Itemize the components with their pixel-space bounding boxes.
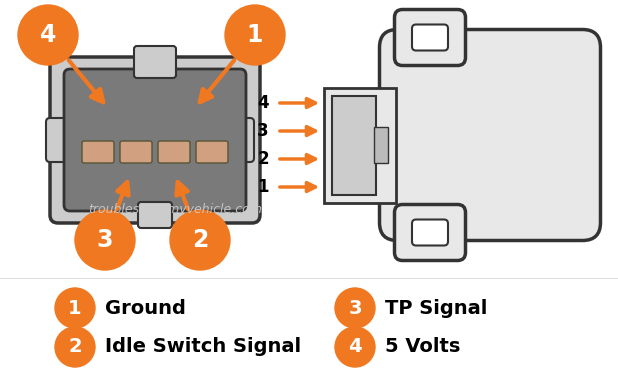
FancyBboxPatch shape bbox=[120, 141, 152, 163]
Text: 1: 1 bbox=[247, 23, 263, 47]
Text: 1: 1 bbox=[258, 178, 269, 196]
Circle shape bbox=[55, 327, 95, 367]
Bar bbox=[374, 127, 388, 163]
Circle shape bbox=[335, 327, 375, 367]
Text: 3: 3 bbox=[349, 298, 362, 318]
Text: 2: 2 bbox=[192, 228, 208, 252]
Circle shape bbox=[55, 288, 95, 328]
Text: 2: 2 bbox=[257, 150, 269, 168]
Circle shape bbox=[335, 288, 375, 328]
Text: troubleshootmyvehicle.com: troubleshootmyvehicle.com bbox=[88, 204, 262, 216]
FancyBboxPatch shape bbox=[324, 87, 396, 202]
FancyBboxPatch shape bbox=[82, 141, 114, 163]
Bar bbox=[332, 96, 376, 195]
Circle shape bbox=[170, 210, 230, 270]
Text: 4: 4 bbox=[257, 94, 269, 112]
Text: 4: 4 bbox=[348, 338, 362, 357]
FancyBboxPatch shape bbox=[412, 219, 448, 246]
Text: Idle Switch Signal: Idle Switch Signal bbox=[105, 338, 301, 357]
FancyBboxPatch shape bbox=[412, 24, 448, 51]
FancyBboxPatch shape bbox=[134, 46, 176, 78]
FancyBboxPatch shape bbox=[226, 118, 254, 162]
FancyBboxPatch shape bbox=[394, 9, 465, 66]
Text: 5 Volts: 5 Volts bbox=[385, 338, 460, 357]
FancyBboxPatch shape bbox=[158, 141, 190, 163]
Text: 3: 3 bbox=[97, 228, 113, 252]
Circle shape bbox=[75, 210, 135, 270]
FancyBboxPatch shape bbox=[138, 202, 172, 228]
Text: TP Signal: TP Signal bbox=[385, 298, 488, 318]
FancyBboxPatch shape bbox=[46, 118, 74, 162]
Text: 3: 3 bbox=[257, 122, 269, 140]
Circle shape bbox=[18, 5, 78, 65]
Text: Ground: Ground bbox=[105, 298, 186, 318]
FancyBboxPatch shape bbox=[379, 30, 601, 240]
Text: 1: 1 bbox=[68, 298, 82, 318]
FancyBboxPatch shape bbox=[196, 141, 228, 163]
FancyBboxPatch shape bbox=[50, 57, 260, 223]
Circle shape bbox=[225, 5, 285, 65]
FancyBboxPatch shape bbox=[0, 278, 618, 279]
Text: 4: 4 bbox=[40, 23, 56, 47]
FancyBboxPatch shape bbox=[394, 204, 465, 261]
Text: 2: 2 bbox=[68, 338, 82, 357]
FancyBboxPatch shape bbox=[64, 69, 246, 211]
